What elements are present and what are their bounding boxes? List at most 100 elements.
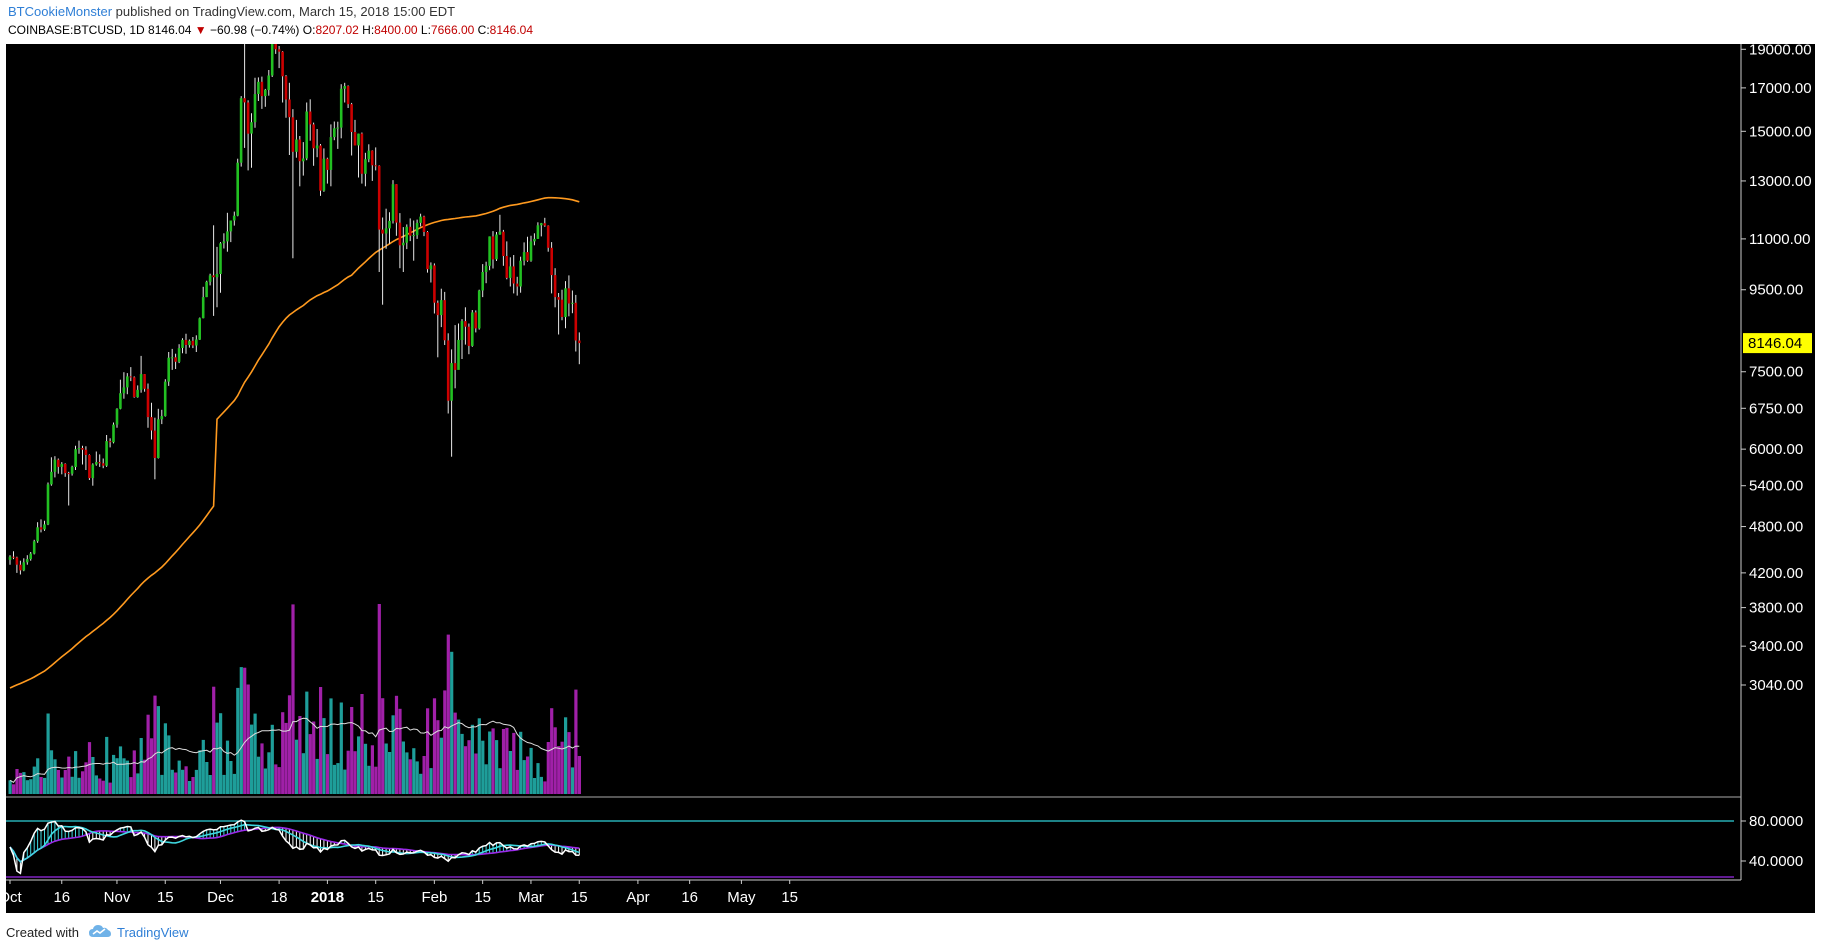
- volume-bar: [495, 740, 499, 794]
- candle: [29, 552, 32, 561]
- candle-body: [564, 288, 567, 318]
- price-chart-svg[interactable]: 19000.00 17000.00 15000.00 13000.00 11000.00…: [6, 44, 1815, 913]
- volume-bar: [174, 772, 178, 794]
- volume-bar: [94, 775, 98, 794]
- candle-body: [184, 339, 188, 345]
- candle: [488, 236, 491, 271]
- candle: [567, 275, 571, 317]
- time-tick-label: Apr: [626, 889, 649, 906]
- volume-bar: [567, 732, 571, 794]
- candle-body: [236, 162, 239, 216]
- volume-bar: [388, 752, 392, 794]
- candle-body: [43, 524, 46, 530]
- candle-body: [398, 222, 402, 246]
- volume-bar: [49, 750, 54, 794]
- volume-bar: [118, 746, 123, 794]
- volume-bar: [146, 714, 150, 794]
- volume-bar: [15, 769, 19, 794]
- candle-body: [388, 220, 391, 229]
- volume-bar: [560, 741, 564, 794]
- candle-body: [502, 231, 505, 256]
- time-tick-label: 15: [781, 889, 798, 906]
- candle: [212, 225, 215, 316]
- candle: [150, 402, 153, 440]
- volume-bar: [18, 772, 23, 794]
- price-tick-label: 13000.00: [1749, 173, 1812, 190]
- candle-body: [422, 216, 426, 232]
- tradingview-link[interactable]: TradingView: [117, 925, 189, 940]
- volume-bar: [301, 753, 305, 794]
- chart-area[interactable]: 19000.00 17000.00 15000.00 13000.00 11000.00…: [6, 44, 1815, 913]
- volume-bar: [284, 722, 288, 794]
- candle-body: [157, 419, 160, 458]
- candle: [50, 457, 53, 486]
- candle-body: [291, 117, 295, 152]
- candle: [536, 222, 540, 239]
- volume-bar: [256, 756, 261, 794]
- volume-bar: [153, 695, 157, 794]
- price-tick-label: 5400.00: [1749, 478, 1803, 495]
- candle-body: [153, 430, 157, 458]
- candle: [12, 551, 15, 560]
- volume-bar: [167, 735, 171, 794]
- candle: [298, 136, 302, 187]
- candle-body: [350, 104, 353, 132]
- volume-bar: [422, 756, 426, 794]
- candle: [481, 264, 484, 298]
- candle: [32, 539, 36, 555]
- candle: [126, 373, 129, 395]
- candle-body: [474, 312, 477, 329]
- candle-body: [270, 44, 274, 76]
- time-tick-label: 15: [157, 889, 174, 906]
- candle: [529, 235, 533, 262]
- volume-bar: [450, 651, 454, 794]
- candle: [105, 435, 108, 467]
- candle: [484, 261, 488, 284]
- volume-bar: [325, 754, 330, 794]
- volume-bar: [463, 746, 468, 794]
- volume-bar: [219, 713, 223, 794]
- candle-body: [288, 99, 291, 118]
- volume-bar: [453, 712, 457, 794]
- candle-body: [132, 377, 136, 398]
- candle-body: [567, 288, 571, 304]
- price-tick-label: 17000.00: [1749, 80, 1812, 97]
- candle-body: [170, 357, 174, 359]
- volume-bar: [298, 716, 302, 794]
- author-link[interactable]: BTCookieMonster: [8, 4, 113, 19]
- candle: [564, 281, 567, 329]
- candle: [436, 300, 440, 358]
- candle-body: [277, 49, 281, 52]
- volume-bar: [143, 759, 147, 794]
- price-tick-label: 15000.00: [1749, 123, 1812, 140]
- volume-bar: [125, 760, 129, 794]
- price-tick-label: 6000.00: [1749, 441, 1803, 458]
- candle-body: [50, 471, 53, 485]
- candle: [384, 208, 388, 249]
- candle: [25, 555, 29, 565]
- candle-body: [429, 265, 433, 270]
- candle-body: [205, 281, 208, 298]
- volume-bar: [98, 778, 102, 794]
- volume-bar: [112, 754, 116, 794]
- time-tick-label: 18: [271, 889, 288, 906]
- candle: [546, 225, 550, 252]
- candle: [95, 451, 98, 466]
- candle: [353, 119, 357, 146]
- volume-bar: [225, 740, 230, 794]
- candle-body: [257, 81, 260, 94]
- candle-body: [39, 527, 43, 530]
- volume-bar: [136, 773, 140, 794]
- volume-bar: [529, 747, 533, 794]
- candle: [477, 289, 481, 330]
- candle-body: [508, 266, 512, 278]
- candle-body: [95, 462, 98, 465]
- volume-ma-layer: [9, 717, 580, 783]
- candle: [422, 215, 426, 237]
- candle-body: [484, 265, 488, 272]
- close-value: 8146.04: [489, 23, 534, 37]
- volume-bar: [363, 743, 368, 794]
- candle: [8, 555, 12, 565]
- volume-bar: [515, 769, 519, 794]
- candle: [460, 319, 464, 359]
